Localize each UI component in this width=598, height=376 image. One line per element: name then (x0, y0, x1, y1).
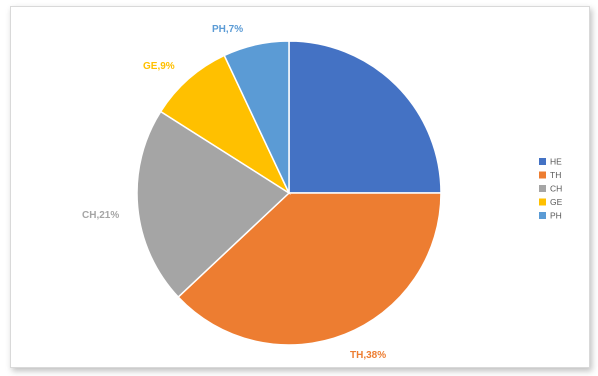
legend-swatch-ph (539, 212, 546, 219)
data-label-ph: PH,7% (212, 24, 243, 35)
legend-swatch-th (539, 171, 546, 179)
legend-label-ch: CH (550, 184, 562, 194)
pie-slices (136, 40, 442, 346)
data-label-ge: GE,9% (143, 61, 175, 72)
legend-label-ph: PH (550, 211, 562, 221)
slice-labels: TH,38% CH,21% GE,9% PH,7% (82, 24, 386, 361)
data-label-ch: CH,21% (82, 210, 119, 221)
legend-label-ge: GE (550, 197, 563, 207)
pie-slice-ge (159, 54, 291, 196)
data-label-th: TH,38% (350, 350, 386, 361)
legend-swatch-ch (539, 185, 546, 192)
pie-slice-he (288, 40, 442, 194)
pie-slice-ch (136, 110, 291, 299)
legend-label-th: TH (550, 170, 561, 180)
legend: HE TH CH GE PH (539, 157, 563, 221)
pie-slice-th (177, 192, 442, 346)
pie-slice-ph (223, 40, 290, 194)
legend-swatch-ge (539, 198, 546, 206)
legend-swatch-he (539, 158, 546, 165)
legend-label-he: HE (550, 157, 562, 167)
